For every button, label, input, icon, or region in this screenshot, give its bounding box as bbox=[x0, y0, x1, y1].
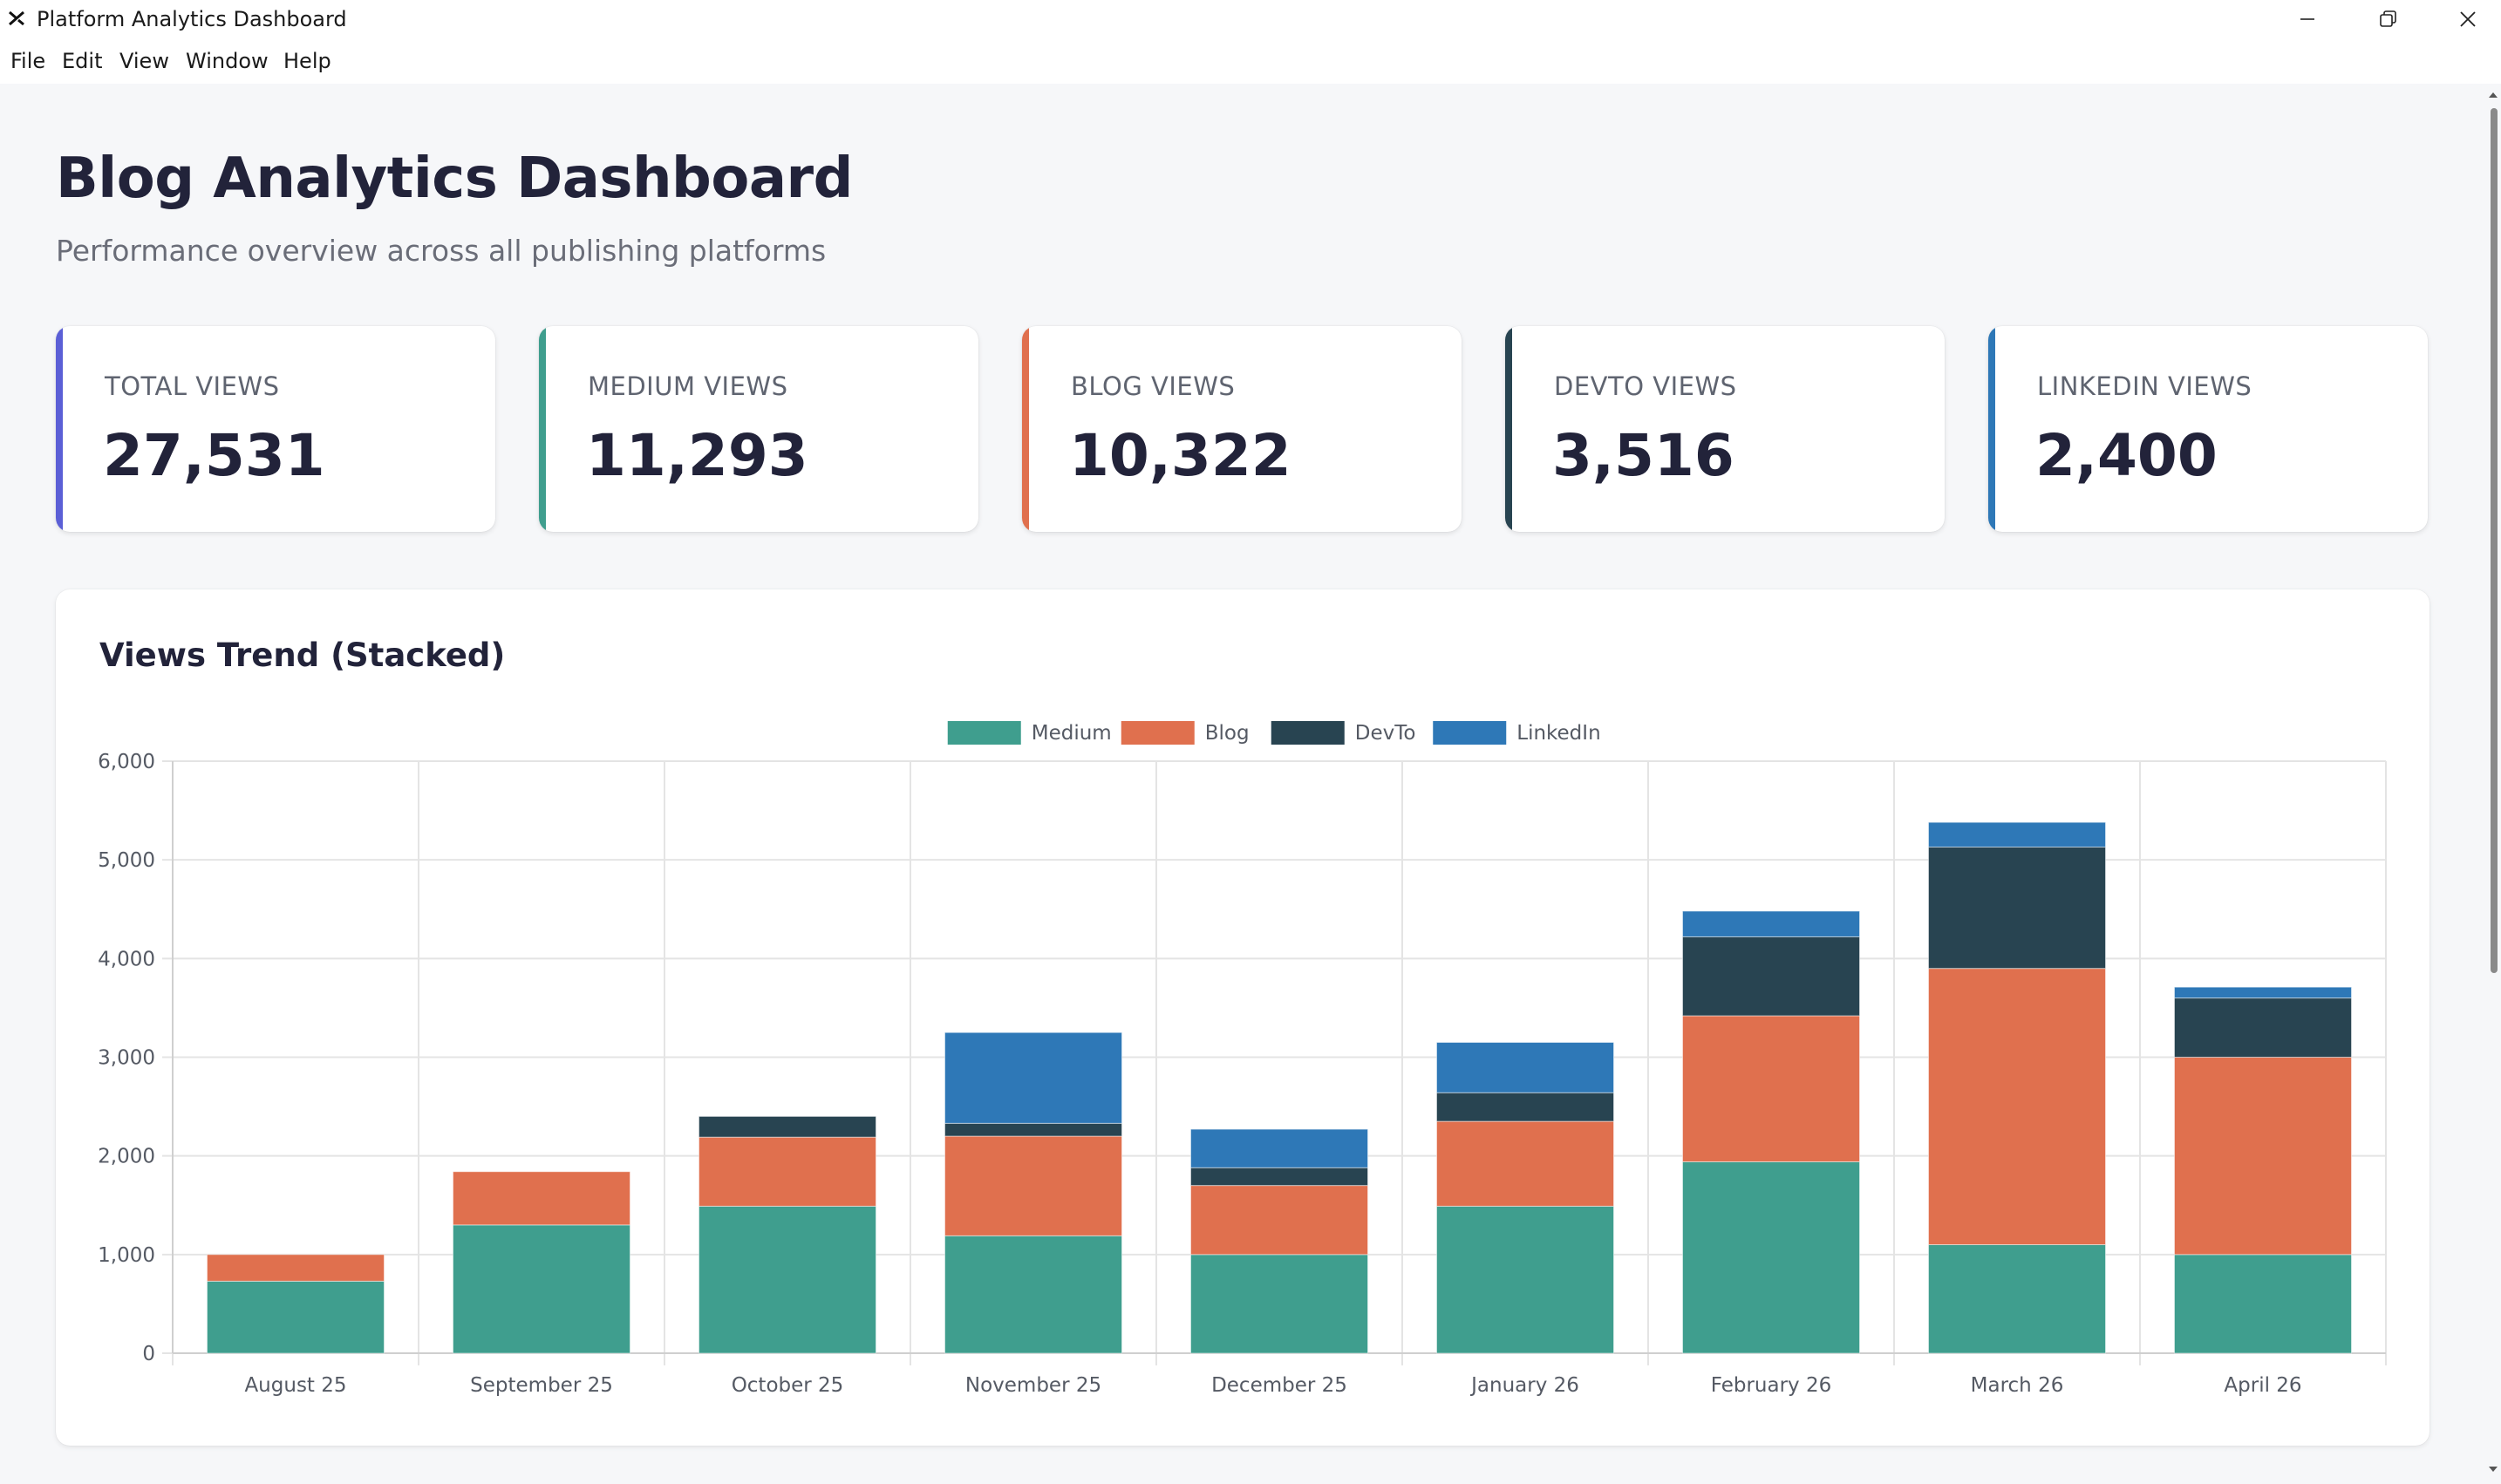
bar-blog bbox=[2173, 1057, 2353, 1256]
card-value: 2,400 bbox=[2035, 422, 2218, 489]
y-tick-label: 3,000 bbox=[98, 1047, 155, 1070]
bar-blog bbox=[206, 1254, 385, 1282]
bar-devto bbox=[1927, 846, 2107, 970]
x-tick-label: December 25 bbox=[1211, 1374, 1347, 1397]
legend-label-devto: DevTo bbox=[1355, 722, 1416, 745]
bar-medium bbox=[2173, 1254, 2353, 1354]
card-accent bbox=[1505, 326, 1512, 532]
card-value: 11,293 bbox=[586, 422, 808, 489]
title-bar: Platform Analytics Dashboard bbox=[0, 0, 2501, 38]
close-icon bbox=[2460, 11, 2476, 27]
bar-devto bbox=[1681, 936, 1861, 1017]
legend-swatch-blog bbox=[1121, 721, 1195, 745]
y-tick-label: 6,000 bbox=[98, 751, 155, 773]
card-accent bbox=[539, 326, 546, 532]
card-label: DEVTO VIEWS bbox=[1554, 371, 1737, 401]
bar-linkedin bbox=[2173, 986, 2353, 999]
bar-medium bbox=[1681, 1161, 1861, 1354]
bar-blog bbox=[698, 1136, 877, 1207]
legend-swatch-linkedin bbox=[1433, 721, 1507, 745]
page-subtitle: Performance overview across all publishi… bbox=[56, 234, 827, 268]
legend-label-blog: Blog bbox=[1205, 722, 1250, 745]
bar-linkedin bbox=[1927, 821, 2107, 848]
stat-card-total: TOTAL VIEWS 27,531 bbox=[56, 326, 495, 532]
bar-devto bbox=[1435, 1092, 1615, 1122]
scrollbar-thumb[interactable] bbox=[2491, 108, 2498, 973]
bar-linkedin bbox=[1189, 1128, 1369, 1168]
menu-view[interactable]: View bbox=[119, 49, 169, 73]
minimize-button[interactable] bbox=[2267, 0, 2348, 38]
legend-swatch-devto bbox=[1271, 721, 1345, 745]
bar-medium bbox=[1927, 1244, 2107, 1354]
close-button[interactable] bbox=[2428, 0, 2501, 38]
x-tick-label: April 26 bbox=[2224, 1374, 2301, 1397]
bar-medium bbox=[1435, 1205, 1615, 1354]
app-icon bbox=[9, 10, 24, 26]
page-title: Blog Analytics Dashboard bbox=[56, 146, 853, 211]
stat-card-medium: MEDIUM VIEWS 11,293 bbox=[539, 326, 978, 532]
menu-window[interactable]: Window bbox=[186, 49, 269, 73]
bar-devto bbox=[698, 1115, 877, 1138]
bar-linkedin bbox=[1435, 1042, 1615, 1093]
bar-devto bbox=[2173, 997, 2353, 1058]
x-tick-label: October 25 bbox=[732, 1374, 844, 1397]
y-tick-label: 1,000 bbox=[98, 1244, 155, 1267]
card-label: BLOG VIEWS bbox=[1071, 371, 1236, 401]
bar-medium bbox=[452, 1224, 631, 1354]
bar-blog bbox=[1681, 1015, 1861, 1162]
card-accent bbox=[1022, 326, 1029, 532]
stat-card-blog: BLOG VIEWS 10,322 bbox=[1022, 326, 1462, 532]
x-tick-label: August 25 bbox=[244, 1374, 346, 1397]
bar-medium bbox=[944, 1235, 1123, 1354]
minimize-icon bbox=[2300, 18, 2314, 20]
card-label: MEDIUM VIEWS bbox=[588, 371, 788, 401]
scroll-up-icon[interactable] bbox=[2489, 91, 2498, 99]
bar-linkedin bbox=[944, 1031, 1123, 1124]
x-tick-label: February 26 bbox=[1711, 1374, 1832, 1397]
bar-medium bbox=[206, 1280, 385, 1354]
card-accent bbox=[56, 326, 63, 532]
menu-help[interactable]: Help bbox=[283, 49, 331, 73]
card-value: 10,322 bbox=[1069, 422, 1291, 489]
stat-card-devto: DEVTO VIEWS 3,516 bbox=[1505, 326, 1945, 532]
card-label: LINKEDIN VIEWS bbox=[2037, 371, 2252, 401]
chart-title: Views Trend (Stacked) bbox=[99, 636, 506, 674]
restore-icon bbox=[2380, 10, 2396, 27]
y-tick-label: 5,000 bbox=[98, 849, 155, 872]
card-value: 27,531 bbox=[103, 422, 325, 489]
window-title: Platform Analytics Dashboard bbox=[37, 7, 347, 31]
legend-swatch-medium bbox=[947, 721, 1021, 745]
y-tick-label: 0 bbox=[142, 1343, 155, 1365]
x-tick-label: September 25 bbox=[470, 1374, 613, 1397]
menu-bar: File Edit View Window Help bbox=[0, 38, 2501, 84]
card-accent bbox=[1988, 326, 1995, 532]
card-value: 3,516 bbox=[1552, 422, 1734, 489]
restore-button[interactable] bbox=[2348, 0, 2428, 38]
y-tick-label: 4,000 bbox=[98, 948, 155, 970]
bar-linkedin bbox=[1681, 910, 1861, 937]
legend-label-medium: Medium bbox=[1032, 722, 1112, 745]
y-tick-label: 2,000 bbox=[98, 1146, 155, 1168]
bar-blog bbox=[452, 1171, 631, 1226]
scroll-down-icon[interactable] bbox=[2489, 1465, 2498, 1474]
x-tick-label: November 25 bbox=[965, 1374, 1101, 1397]
bar-blog bbox=[1927, 968, 2107, 1246]
card-label: TOTAL VIEWS bbox=[105, 371, 280, 401]
stat-card-linkedin: LINKEDIN VIEWS 2,400 bbox=[1988, 326, 2428, 532]
bar-devto bbox=[1189, 1167, 1369, 1187]
bar-medium bbox=[1189, 1254, 1369, 1354]
bar-blog bbox=[944, 1135, 1123, 1236]
menu-edit[interactable]: Edit bbox=[62, 49, 103, 73]
x-tick-label: January 26 bbox=[1469, 1374, 1579, 1397]
bar-blog bbox=[1435, 1120, 1615, 1207]
bar-devto bbox=[944, 1122, 1123, 1137]
x-tick-label: March 26 bbox=[1971, 1374, 2064, 1397]
bar-blog bbox=[1189, 1185, 1369, 1256]
menu-file[interactable]: File bbox=[10, 49, 46, 73]
legend-label-linkedin: LinkedIn bbox=[1516, 722, 1600, 745]
bar-medium bbox=[698, 1205, 877, 1354]
